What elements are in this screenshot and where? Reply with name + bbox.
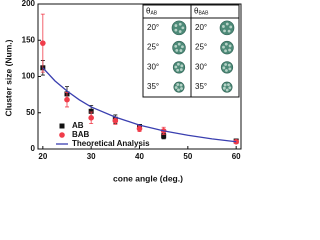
x-tick-label: 60 <box>232 152 241 161</box>
legend-swatch <box>59 123 65 129</box>
cluster-detail <box>222 86 226 90</box>
cluster-detail <box>180 87 183 90</box>
cluster-detail <box>176 68 180 72</box>
cluster-detail <box>181 45 184 49</box>
inset-angle: 30° <box>147 62 159 71</box>
cluster-detail <box>174 28 178 32</box>
chart: cone angle (deg.) Cluster size (Num.) 0 5… <box>3 0 242 183</box>
cluster-detail <box>228 86 232 90</box>
cluster-detail <box>177 42 181 46</box>
cluster-detail <box>179 49 183 52</box>
cluster-detail <box>223 29 226 33</box>
inset-angle: 35° <box>195 82 207 91</box>
cluster-detail <box>178 30 182 33</box>
cluster-detail <box>224 49 227 53</box>
cluster-detail <box>176 62 180 66</box>
header-symbol: θ <box>194 7 199 16</box>
inset-angle: 30° <box>195 62 207 71</box>
cluster-detail <box>229 25 233 29</box>
theory-line <box>42 67 237 143</box>
cluster-detail <box>225 69 228 72</box>
y-tick-label: 100 <box>22 72 36 81</box>
y-axis-title: Cluster size (Num.) <box>3 39 13 116</box>
y-tick-label: 0 <box>31 144 36 153</box>
cluster-detail <box>228 44 232 48</box>
cluster-detail <box>176 83 180 86</box>
y-tick-label: 200 <box>22 0 36 8</box>
cluster-detail <box>177 88 180 92</box>
cluster-detail <box>222 66 226 70</box>
inset-angle: 20° <box>147 23 159 32</box>
cluster-detail <box>178 22 182 26</box>
cluster-detail <box>224 42 228 46</box>
cluster-detail <box>179 68 183 71</box>
point <box>64 96 70 103</box>
inset-angle: 25° <box>195 43 207 52</box>
legend-swatch <box>59 132 65 138</box>
cluster-detail <box>225 22 229 26</box>
legend-label: Theoretical Analysis <box>72 139 150 148</box>
header-subscript: BAB <box>198 11 209 17</box>
inset-header: θBAB <box>194 7 209 17</box>
header-subscript: AB <box>150 11 157 17</box>
point <box>40 40 46 46</box>
inset-angle: 25° <box>147 43 159 52</box>
cluster-detail <box>227 29 231 33</box>
point <box>136 125 143 132</box>
x-tick-label: 30 <box>87 152 96 161</box>
legend-label: AB <box>72 121 84 130</box>
x-axis-title: cone angle (deg.) <box>113 173 183 183</box>
cluster-detail <box>227 83 230 87</box>
y-tick-label: 50 <box>26 108 35 117</box>
cluster-detail <box>225 88 229 92</box>
cluster-detail <box>224 63 228 66</box>
x-tick-label: 40 <box>135 152 144 161</box>
inset-header: θAB <box>146 7 158 17</box>
inset-angle: 20° <box>195 23 207 32</box>
cluster-detail <box>180 64 184 68</box>
cluster-detail <box>228 48 231 52</box>
cluster-detail <box>222 25 225 28</box>
cluster-detail <box>179 83 183 87</box>
point <box>161 133 167 139</box>
header-symbol: θ <box>146 7 151 16</box>
point <box>88 108 94 114</box>
cluster-detail <box>174 65 178 69</box>
x-tick-label: 50 <box>183 152 192 161</box>
cluster-detail <box>175 48 179 52</box>
cluster-detail <box>222 45 225 49</box>
x-tick-label: 20 <box>38 152 47 161</box>
y-tick-label: 150 <box>22 35 36 44</box>
cluster-detail <box>228 67 232 71</box>
cluster-detail <box>174 44 178 48</box>
cluster-detail <box>223 83 227 87</box>
cluster-detail <box>174 24 178 27</box>
point <box>88 115 94 121</box>
cluster-detail <box>227 63 231 67</box>
cluster-detail <box>174 86 178 89</box>
inset-angle: 35° <box>147 82 159 91</box>
point <box>112 117 119 124</box>
cluster-detail <box>181 26 185 30</box>
legend-label: BAB <box>72 130 90 139</box>
